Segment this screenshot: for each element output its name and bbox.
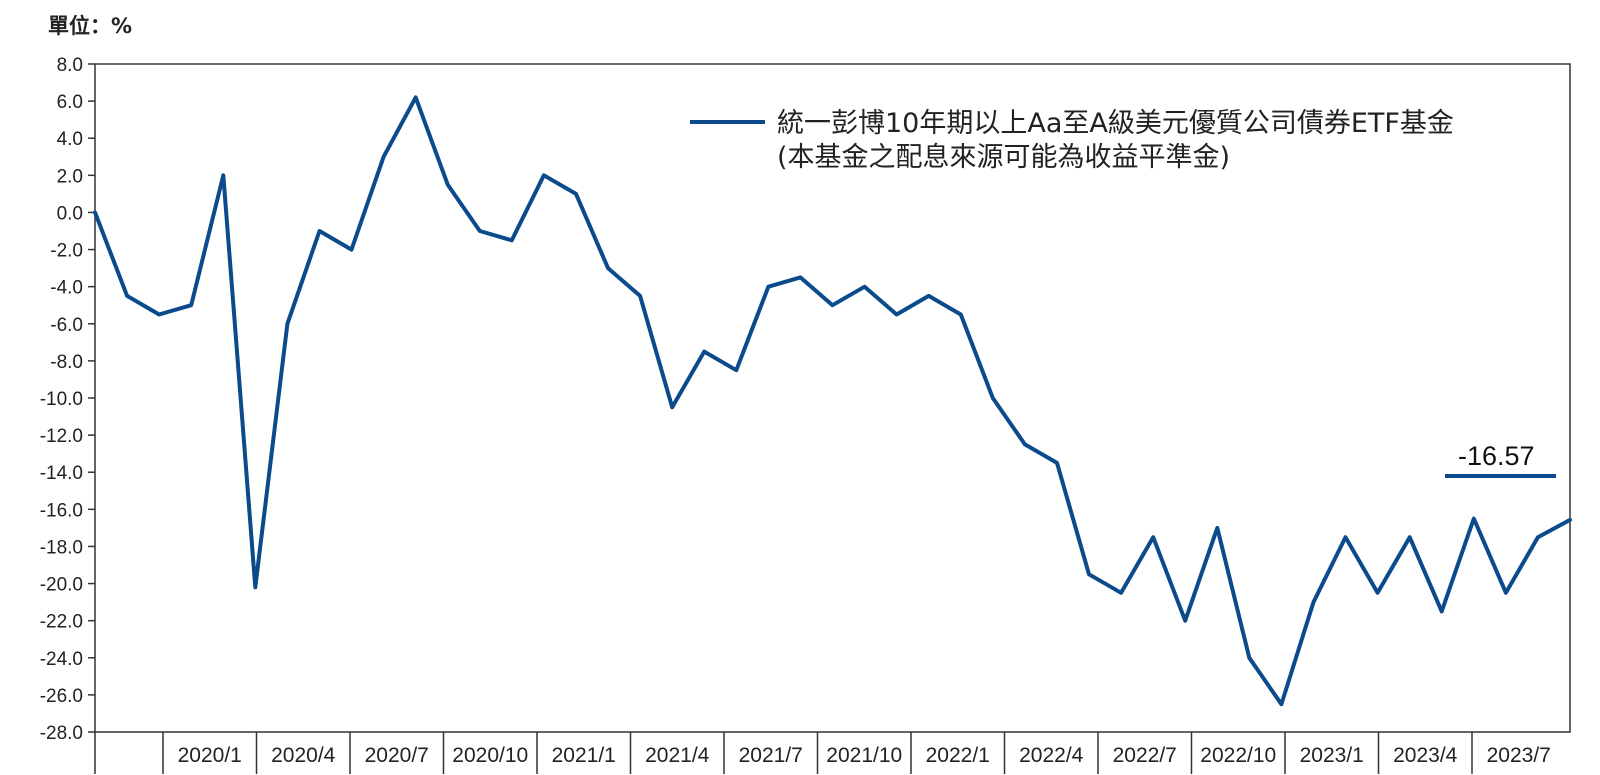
y-tick-label: -2.0: [50, 241, 83, 262]
legend: 統一彭博10年期以上Aa至A級美元優質公司債券ETF基金 (本基金之配息來源可能…: [690, 108, 1454, 173]
y-tick-label: -20.0: [40, 575, 83, 596]
x-tick-label: 2023/4: [1393, 744, 1458, 767]
y-tick-label: -26.0: [40, 686, 83, 707]
x-tick-label: 2022/7: [1113, 744, 1177, 767]
y-tick-label: -24.0: [40, 649, 83, 670]
y-tick-label: 6.0: [57, 92, 83, 113]
y-tick-label: -12.0: [40, 426, 83, 447]
x-tick-label: 2020/7: [365, 744, 429, 767]
x-tick-label: 2020/1: [178, 744, 242, 767]
x-axis-ticks: 2020/1 2020/4 2020/7 2020/10 2021/1 2021/4 202…: [94, 732, 1551, 774]
y-tick-label: 8.0: [57, 55, 83, 76]
y-tick-label: -22.0: [40, 612, 83, 633]
y-tick-label: -6.0: [50, 315, 83, 336]
x-tick-label: 2022/1: [926, 744, 990, 767]
y-tick-label: -14.0: [40, 463, 83, 484]
y-tick-label: -8.0: [50, 352, 83, 373]
series-line: [93, 95, 1572, 707]
y-tick-label: -28.0: [40, 723, 83, 744]
x-tick-label: 2020/10: [452, 744, 528, 767]
legend-label-line2: (本基金之配息來源可能為收益平準金): [777, 142, 1230, 173]
y-axis-ticks: 8.0 6.0 4.0 2.0 0.0 -2.0 -4.0 -6.0 -8.0 -10.0 -12.…: [40, 55, 95, 744]
x-tick-label: 2021/4: [645, 744, 710, 767]
x-tick-label: 2021/10: [826, 744, 902, 767]
x-tick-label: 2023/1: [1300, 744, 1364, 767]
y-tick-label: -10.0: [40, 389, 83, 410]
y-tick-label: -16.0: [40, 500, 83, 521]
series-group: [93, 95, 1572, 707]
x-tick-label: 2023/7: [1487, 744, 1551, 767]
end-value-label: -16.57: [1458, 441, 1535, 471]
x-tick-label: 2021/7: [739, 744, 803, 767]
y-tick-label: 2.0: [57, 166, 83, 187]
end-value-annotation: -16.57: [1445, 441, 1556, 478]
x-tick-label: 2022/4: [1019, 744, 1084, 767]
y-tick-label: -18.0: [40, 537, 83, 558]
y-tick-label: 0.0: [57, 203, 83, 224]
legend-label-line1: 統一彭博10年期以上Aa至A級美元優質公司債券ETF基金: [777, 108, 1454, 139]
y-tick-label: -4.0: [50, 278, 83, 299]
x-tick-label: 2022/10: [1200, 744, 1276, 767]
x-tick-label: 2020/4: [271, 744, 336, 767]
x-tick-label: 2021/1: [552, 744, 616, 767]
y-tick-label: 4.0: [57, 129, 83, 150]
unit-label: 單位：%: [48, 14, 133, 38]
